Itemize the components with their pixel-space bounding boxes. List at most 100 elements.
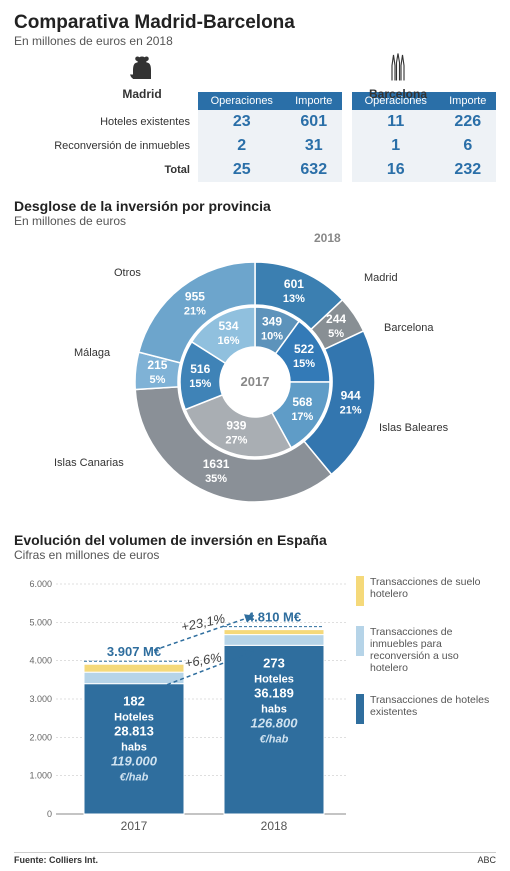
legend-label: Transacciones de inmuebles para reconver… [370,626,496,674]
cell-madrid-ops: 23 [198,110,286,134]
slice-value: 955 [185,290,205,304]
comparison-table-wrap: Madrid Barcelona Operaciones Importe Ope… [14,52,496,182]
donut-ext-label: Islas Canarias [54,457,124,469]
xtick-label: 2018 [261,819,288,833]
cell-bcn-ops: 16 [352,158,440,182]
legend-swatch [356,576,364,606]
cell-bcn-ops: 11 [352,110,440,134]
cell-madrid-imp: 632 [286,158,342,182]
cell-bcn-ops: 1 [352,134,440,158]
barcelona-icon [381,52,415,82]
ytick-label: 4.000 [29,656,52,666]
xtick-label: 2017 [121,819,148,833]
slice-value: 944 [341,388,361,402]
bar-inside-text: habs [261,703,287,715]
donut-title: Desglose de la inversión por provincia [14,198,496,214]
th-ops-bcn: Operaciones [352,92,440,110]
slice-pct: 17% [291,411,313,423]
slice-pct: 16% [217,335,239,347]
cell-madrid-imp: 601 [286,110,342,134]
legend-item: Transacciones de hoteles existentes [356,694,496,724]
slice-value: 522 [294,342,314,356]
bar-segment [224,630,324,635]
th-ops-madrid: Operaciones [198,92,286,110]
ytick-label: 3.000 [29,694,52,704]
cell-bcn-imp: 226 [440,110,496,134]
donut-ext-label: Barcelona [384,322,434,334]
madrid-icon [125,52,159,82]
ytick-label: 0 [47,809,52,819]
ytick-label: 2.000 [29,732,52,742]
donut-center-year: 2017 [241,374,270,389]
cell-madrid-imp: 31 [286,134,342,158]
slice-value: 516 [190,362,210,376]
slice-pct: 21% [184,306,206,318]
pct-bottom: +6,6% [184,649,223,670]
bar-inside-text: 28.813 [114,724,154,739]
legend-item: Transacciones de inmuebles para reconver… [356,626,496,674]
legend-swatch [356,694,364,724]
donut-ext-label: Madrid [364,272,398,284]
slice-pct: 27% [225,435,247,447]
slice-value: 215 [147,358,167,372]
slice-pct: 10% [261,331,283,343]
bar-chart: 0 1.000 2.000 3.000 4.000 5.000 6.000 3.907 M€ 1… [14,566,496,846]
slice-pct: 21% [340,404,362,416]
slice-value: 601 [284,277,304,291]
barchart-subtitle: Cifras en millones de euros [14,548,496,562]
main-title: Comparativa Madrid-Barcelona [14,12,496,34]
bar-inside-text: Hoteles [254,673,294,685]
legend-swatch [356,626,364,656]
ytick-label: 5.000 [29,617,52,627]
bar-total-label: 3.907 M€ [107,644,161,659]
footer-brand: ABC [477,855,496,865]
donut-chart: 601 13% 244 5% 944 21% 1631 35% 215 5% 955 21% 349 10… [14,232,496,522]
comparison-table: Operaciones Importe Operaciones Importe … [14,92,496,182]
cell-madrid-ops: 2 [198,134,286,158]
row-label: Total [14,158,198,182]
bar-segment [84,664,184,672]
bar-inside-text: 36.189 [254,685,294,700]
slice-pct: 5% [149,374,165,386]
slice-pct: 15% [293,358,315,370]
slice-value: 568 [292,395,312,409]
slice-value: 244 [326,312,346,326]
bar-total-label: 4.810 M€ [247,610,301,625]
slice-value: 939 [226,419,246,433]
ytick-label: 6.000 [29,579,52,589]
bar-inside-text: €/hab [120,772,149,784]
bar-inside-text: 126.800 [251,715,299,730]
ytick-label: 1.000 [29,771,52,781]
slice-pct: 13% [283,293,305,305]
bar-inside-text: €/hab [260,733,289,745]
barchart-title: Evolución del volumen de inversión en Es… [14,532,496,548]
city-label-madrid: Madrid [74,87,210,101]
bar-inside-text: 119.000 [111,754,158,769]
slice-value: 1631 [203,457,230,471]
pct-top: +23,1% [180,611,227,635]
row-label: Hoteles existentes [14,110,198,134]
bar-inside-text: habs [121,742,147,754]
main-subtitle: En millones de euros en 2018 [14,34,496,48]
donut-ext-label: 2018 [314,231,341,245]
row-label: Reconversión de inmuebles [14,134,198,158]
slice-value: 349 [262,315,282,329]
bar-segment [224,635,324,646]
donut-subtitle: En millones de euros [14,214,496,228]
cell-bcn-imp: 6 [440,134,496,158]
legend-label: Transacciones de suelo hotelero [370,576,496,606]
slice-value: 534 [218,319,238,333]
slice-pct: 35% [205,473,227,485]
bar-inside-text: Hoteles [114,712,154,724]
donut-ext-label: Málaga [74,347,110,359]
cell-madrid-ops: 25 [198,158,286,182]
footer-source: Fuente: Colliers Int. [14,855,98,865]
legend-item: Transacciones de suelo hotelero [356,576,496,606]
bar-inside-text: 182 [123,694,145,709]
bar-segment [84,672,184,684]
donut-ext-label: Islas Baleares [379,422,448,434]
bar-inside-text: 273 [263,655,285,670]
slice-pct: 5% [328,328,344,340]
slice-pct: 15% [189,378,211,390]
legend-label: Transacciones de hoteles existentes [370,694,496,724]
